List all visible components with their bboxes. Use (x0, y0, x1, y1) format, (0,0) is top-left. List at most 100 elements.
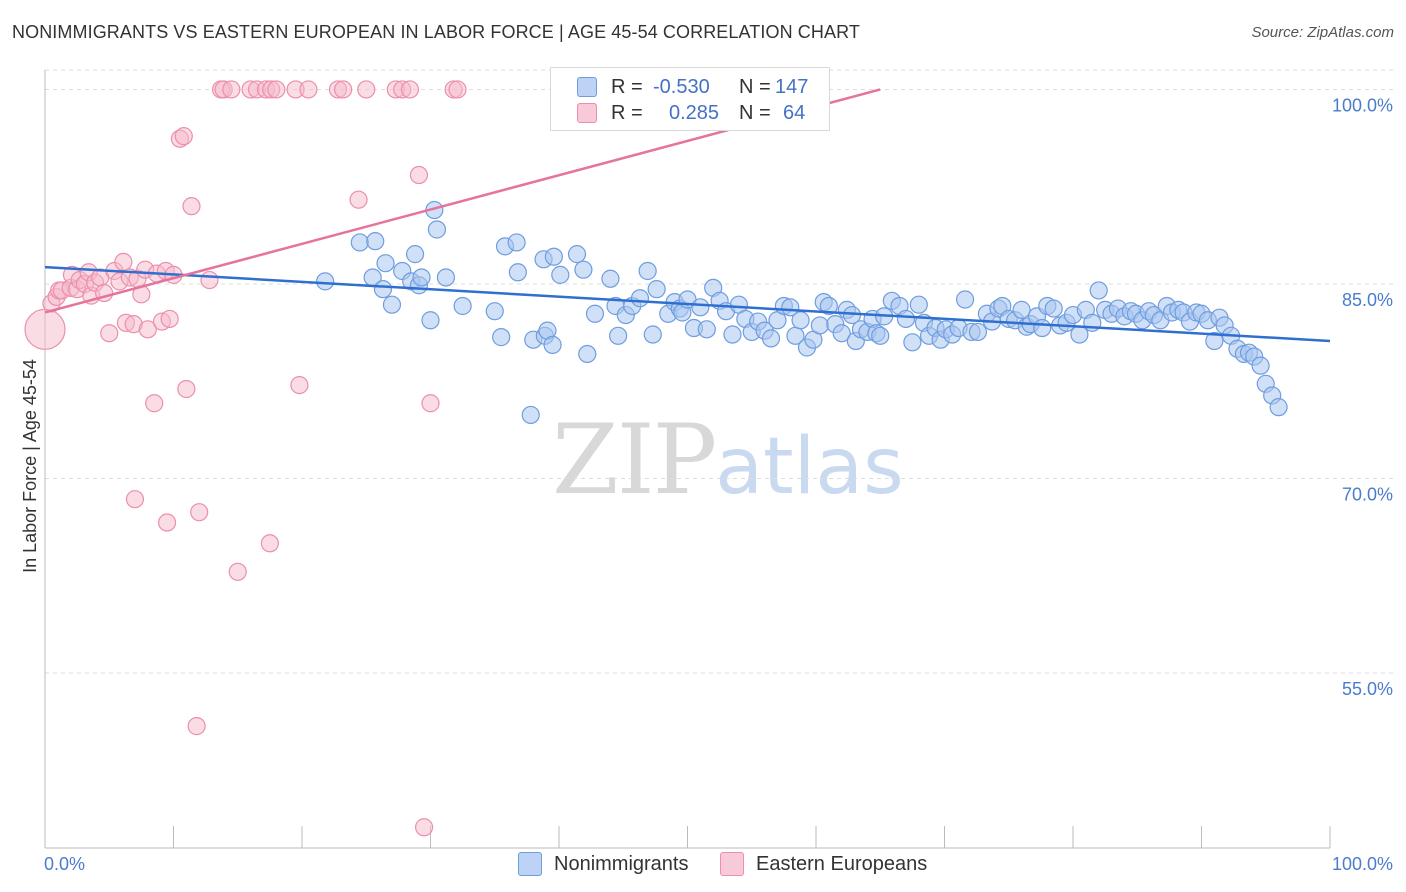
series-eastern-europeans (24, 80, 781, 837)
y-tick-label: 70.0% (1342, 484, 1393, 504)
point-eastern-europeans (222, 80, 241, 99)
legend-swatch-pink (720, 852, 744, 876)
point-nonimmigrants (521, 405, 540, 425)
legend-label-eastern-europeans: Eastern Europeans (756, 852, 928, 875)
point-nonimmigrants (492, 328, 511, 347)
point-eastern-europeans (228, 562, 247, 581)
legend-r-label: R = (611, 75, 643, 98)
point-nonimmigrants (723, 325, 742, 344)
point-nonimmigrants (485, 302, 504, 321)
point-nonimmigrants (643, 325, 662, 344)
point-nonimmigrants (405, 245, 425, 264)
series-nonimmigrants (316, 200, 1288, 425)
legend-r-value: 0.285 (669, 101, 720, 124)
point-nonimmigrants (630, 289, 650, 308)
point-nonimmigrants (567, 245, 587, 264)
point-eastern-europeans (200, 270, 219, 290)
point-nonimmigrants (436, 268, 456, 287)
point-nonimmigrants (871, 326, 890, 345)
point-eastern-europeans (24, 308, 66, 350)
y-axis-label: In Labor Force | Age 45-54 (20, 359, 40, 573)
zipatlas-watermark: ZIPatlas (552, 404, 904, 516)
legend-item-eastern-europeans: Eastern Europeans (720, 852, 927, 876)
point-nonimmigrants (373, 280, 393, 299)
point-nonimmigrants (601, 269, 620, 288)
tick-labels: 100.0% 85.0% 70.0% 55.0% 0.0% 100.0% (44, 95, 1393, 874)
watermark-zip: ZIP (552, 404, 717, 516)
point-nonimmigrants (544, 247, 563, 266)
point-nonimmigrants (316, 272, 335, 291)
point-nonimmigrants (896, 309, 916, 329)
point-eastern-europeans (260, 534, 279, 553)
point-nonimmigrants (968, 322, 988, 342)
point-eastern-europeans (177, 379, 196, 399)
point-eastern-europeans (414, 818, 434, 837)
point-eastern-europeans (267, 80, 286, 99)
point-nonimmigrants (647, 280, 666, 299)
point-nonimmigrants (1269, 398, 1288, 417)
point-nonimmigrants (578, 344, 597, 364)
legend-n-value: 147 (775, 75, 809, 98)
legend-n-label: N = (739, 101, 771, 124)
point-nonimmigrants (376, 254, 395, 273)
point-nonimmigrants (761, 329, 781, 348)
axes (44, 70, 1331, 849)
point-eastern-europeans (182, 197, 201, 216)
legend-swatch-blue (577, 77, 597, 97)
x-tick-label: 0.0% (44, 854, 85, 874)
point-eastern-europeans (114, 252, 133, 272)
point-eastern-europeans (125, 490, 145, 509)
y-tick-label: 85.0% (1342, 290, 1393, 310)
point-nonimmigrants (832, 324, 851, 343)
series-legend: Nonimmigrants Eastern Europeans (0, 852, 1406, 876)
point-nonimmigrants (574, 260, 593, 279)
point-nonimmigrants (691, 298, 710, 317)
point-nonimmigrants (551, 265, 570, 284)
x-tick-label: 100.0% (1332, 854, 1393, 874)
point-nonimmigrants (1033, 318, 1052, 338)
point-eastern-europeans (349, 190, 368, 209)
y-tick-label: 100.0% (1332, 95, 1393, 115)
trend-line-nonimmigrants (44, 265, 1331, 343)
point-nonimmigrants (955, 290, 975, 309)
point-nonimmigrants (810, 316, 829, 335)
grid-lines (45, 69, 1395, 674)
point-nonimmigrants (819, 296, 838, 316)
point-nonimmigrants (697, 320, 716, 339)
point-nonimmigrants (609, 326, 628, 345)
point-eastern-europeans (421, 394, 440, 413)
legend-swatch-blue (518, 852, 542, 876)
point-eastern-europeans (138, 320, 157, 339)
point-eastern-europeans (290, 375, 309, 395)
point-eastern-europeans (187, 717, 206, 736)
point-eastern-europeans (145, 394, 164, 413)
point-nonimmigrants (903, 333, 922, 352)
point-nonimmigrants (638, 261, 657, 281)
legend-label-nonimmigrants: Nonimmigrants (554, 852, 689, 875)
point-eastern-europeans (160, 309, 179, 329)
point-eastern-europeans (157, 513, 177, 532)
legend-r-label: R = (611, 101, 643, 124)
point-nonimmigrants (543, 335, 562, 354)
legend-n-label: N = (739, 75, 771, 98)
point-nonimmigrants (1089, 281, 1108, 300)
point-nonimmigrants (781, 298, 800, 317)
y-tick-label: 55.0% (1342, 679, 1393, 699)
legend-item-nonimmigrants: Nonimmigrants (518, 852, 688, 876)
point-eastern-europeans (409, 165, 429, 185)
point-nonimmigrants (427, 220, 447, 239)
point-nonimmigrants (382, 295, 402, 314)
point-nonimmigrants (508, 263, 527, 282)
point-nonimmigrants (909, 295, 928, 314)
point-nonimmigrants (1044, 299, 1063, 318)
legend-row-eastern-europeans: R = 0.285 N = 64 (577, 101, 805, 125)
stats-legend: R = -0.530 N = 147 R = 0.285 N = 64 (550, 67, 830, 131)
point-eastern-europeans (174, 127, 193, 146)
point-eastern-europeans (400, 80, 420, 99)
point-nonimmigrants (507, 233, 526, 252)
point-nonimmigrants (1012, 300, 1031, 319)
point-nonimmigrants (585, 304, 605, 323)
legend-n-value: 64 (783, 101, 806, 124)
point-eastern-europeans (190, 503, 209, 522)
